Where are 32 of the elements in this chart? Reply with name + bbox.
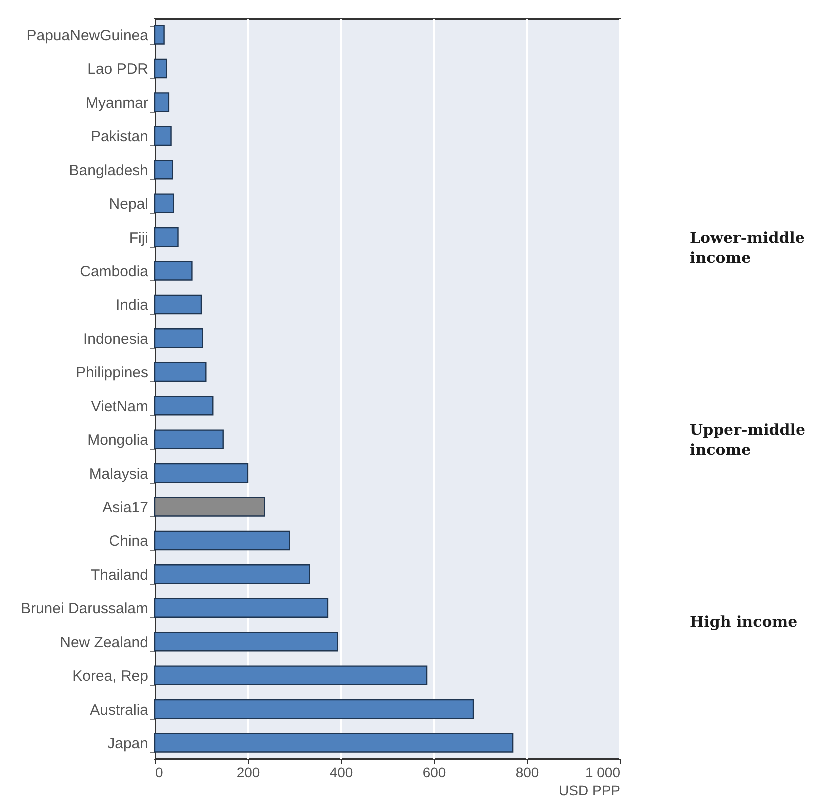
y-tick-label: Myanmar [86, 94, 148, 112]
y-tick-label: Indonesia [83, 330, 150, 348]
x-axis-title: USD PPP [559, 782, 620, 798]
x-tick-label: 0 [156, 764, 164, 780]
text: High income [690, 612, 799, 632]
y-tick-label: VietNam [91, 398, 148, 416]
y-tick-label: Malaysia [89, 466, 150, 483]
x-tick-label: 800 [516, 764, 540, 780]
y-tick-label: New Zealand [60, 634, 148, 652]
text: Lower-middle income [690, 228, 806, 268]
y-tick-label: Japan [108, 735, 148, 752]
y-tick-label: Bangladesh [69, 162, 148, 180]
text: Upper-middle income [690, 420, 807, 460]
y-tick-label: Lao PDR [88, 61, 149, 78]
x-tick-label: 400 [330, 764, 354, 780]
y-tick-label: Pakistan [90, 128, 148, 146]
y-tick-label: Australia [90, 702, 150, 719]
y-tick-label: Mongolia [88, 432, 150, 450]
y-tick-label: Korea, Rep [72, 668, 148, 686]
y-tick-label: China [109, 533, 150, 550]
y-tick-label: Thailand [90, 566, 148, 584]
y-tick-label: Asia17 [102, 499, 148, 516]
y-tick-label: PapuaNewGuinea [26, 28, 150, 45]
y-tick-label: India [116, 297, 150, 314]
y-tick-label: Philippines [76, 364, 148, 382]
y-tick-label: Brunei Darussalam [20, 600, 148, 618]
x-tick-label: 1 000 [585, 764, 621, 780]
x-tick-label: 200 [236, 764, 260, 780]
y-tick-label: Fiji [129, 230, 148, 247]
y-tick-label: Cambodia [80, 264, 150, 281]
x-tick-label: 600 [422, 764, 446, 780]
y-tick-label: Nepal [109, 196, 148, 214]
